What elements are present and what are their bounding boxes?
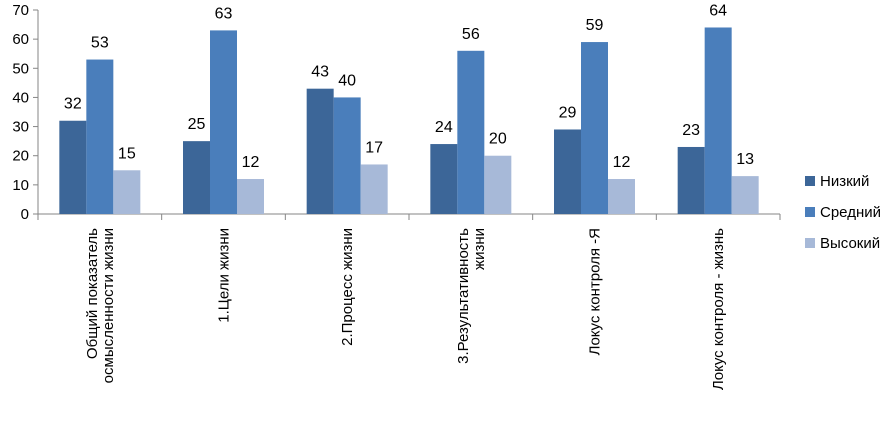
legend-label: Средний xyxy=(820,204,881,221)
bar xyxy=(731,176,759,214)
legend-label: Высокий xyxy=(820,235,880,252)
legend-swatch xyxy=(805,207,815,217)
x-tick-label: Общий показательосмысленности жизни xyxy=(84,228,117,383)
bar xyxy=(677,146,705,214)
value-label: 63 xyxy=(215,5,233,22)
value-label: 25 xyxy=(188,116,206,133)
bar xyxy=(306,88,334,214)
value-label: 32 xyxy=(64,96,82,113)
value-label: 12 xyxy=(613,154,631,171)
value-label: 40 xyxy=(338,72,356,89)
y-tick-label: 0 xyxy=(21,206,29,223)
value-label: 56 xyxy=(462,26,480,43)
y-tick-label: 70 xyxy=(12,2,29,19)
x-tick-label: 1.Цели жизни xyxy=(216,228,233,323)
y-tick-label: 40 xyxy=(12,89,29,106)
value-label: 29 xyxy=(559,104,577,121)
bar xyxy=(333,97,361,214)
y-tick-label: 60 xyxy=(12,31,29,48)
bar xyxy=(237,179,264,214)
bar xyxy=(608,179,635,214)
value-label: 20 xyxy=(489,131,507,148)
bar xyxy=(360,164,388,214)
bar xyxy=(430,144,458,214)
value-label: 59 xyxy=(586,17,604,34)
legend-swatch xyxy=(805,238,815,248)
bar xyxy=(457,50,485,214)
x-tick-label: Локус контроля - жизнь xyxy=(710,228,727,390)
bar xyxy=(554,129,581,214)
value-label: 12 xyxy=(242,154,260,171)
value-label: 43 xyxy=(311,64,329,81)
bar xyxy=(704,27,732,214)
value-label: 17 xyxy=(365,139,383,156)
legend-label: Низкий xyxy=(820,173,869,190)
x-tick-label: Локус контроля -Я xyxy=(587,228,604,355)
x-tick-label: 2.Процесс жизни xyxy=(339,228,356,346)
x-tick-label: 3.Результативностьжизни xyxy=(455,228,488,364)
value-label: 15 xyxy=(118,145,136,162)
bar xyxy=(210,30,237,215)
y-tick-label: 30 xyxy=(12,119,29,136)
value-label: 23 xyxy=(682,122,700,139)
y-tick-label: 50 xyxy=(12,60,29,77)
bar xyxy=(86,59,114,214)
y-tick-label: 20 xyxy=(12,148,29,165)
bar xyxy=(581,42,608,214)
bar xyxy=(113,170,141,214)
bar xyxy=(183,141,210,214)
bar xyxy=(484,155,512,214)
value-label: 24 xyxy=(435,119,453,136)
value-label: 53 xyxy=(91,35,109,52)
legend-swatch xyxy=(805,176,815,186)
bar xyxy=(59,120,87,214)
y-tick-label: 10 xyxy=(12,177,29,194)
value-label: 64 xyxy=(709,2,727,19)
value-label: 13 xyxy=(736,151,754,168)
